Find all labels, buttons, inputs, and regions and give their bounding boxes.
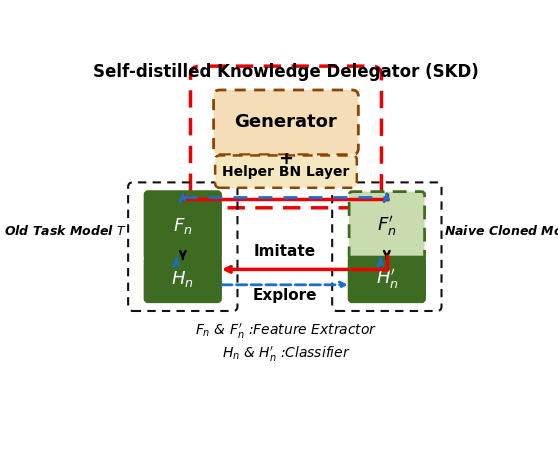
Text: $H_n$ & $H_n'$ :Classifier: $H_n$ & $H_n'$ :Classifier [222, 345, 350, 364]
Text: $F_n'$: $F_n'$ [377, 213, 397, 237]
Text: Explore: Explore [253, 288, 317, 303]
Text: +: + [278, 149, 294, 167]
Text: Imitate: Imitate [254, 244, 316, 259]
Text: Self-distilled Knowledge Delegator (SKD): Self-distilled Knowledge Delegator (SKD) [93, 63, 479, 81]
Text: $H_n$: $H_n$ [171, 269, 194, 290]
FancyBboxPatch shape [215, 155, 357, 188]
Text: $H_n'$: $H_n'$ [376, 267, 398, 292]
FancyBboxPatch shape [349, 257, 425, 302]
Text: $F_n$ & $F_n'$ :Feature Extractor: $F_n$ & $F_n'$ :Feature Extractor [195, 321, 377, 341]
FancyBboxPatch shape [214, 90, 358, 155]
Text: Naive Cloned Model $\mathit{S}$: Naive Cloned Model $\mathit{S}$ [444, 224, 558, 238]
Text: Generator: Generator [234, 113, 338, 131]
Text: Helper BN Layer: Helper BN Layer [222, 164, 350, 179]
FancyBboxPatch shape [145, 191, 220, 259]
Text: Old Task Model $\mathit{T}$: Old Task Model $\mathit{T}$ [4, 224, 127, 238]
FancyBboxPatch shape [145, 257, 220, 302]
Text: $F_n$: $F_n$ [173, 216, 193, 236]
FancyBboxPatch shape [349, 191, 425, 259]
